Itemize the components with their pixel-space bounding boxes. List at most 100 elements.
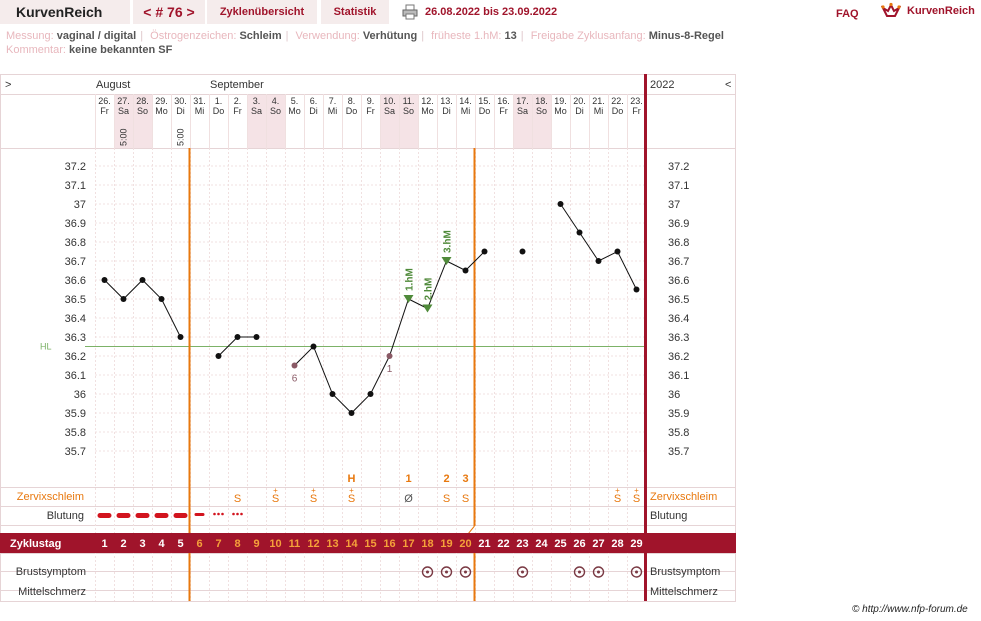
crown-logo-icon	[881, 2, 901, 17]
day-date: 29.	[155, 96, 168, 106]
day-weekday: Fr	[632, 106, 641, 116]
cycle-day-number: 19	[440, 538, 452, 550]
copyright: © http://www.nfp-forum.de	[852, 604, 968, 615]
cycle-day-number: 21	[478, 538, 490, 550]
bleeding-heavy	[135, 513, 150, 518]
weekend-column	[133, 94, 152, 148]
day-date: 26.	[98, 96, 111, 106]
zervix-plus: +	[273, 486, 278, 495]
temperature-point	[329, 391, 336, 397]
y-tick-left: 36.6	[65, 275, 86, 287]
bleeding-spotting	[236, 512, 239, 516]
y-tick-left: 36.9	[65, 218, 86, 230]
cycle-day-number: 10	[269, 538, 281, 550]
zervix-plus: +	[311, 486, 316, 495]
day-date: 21.	[592, 96, 605, 106]
brand-title[interactable]: KurvenReich	[0, 0, 130, 24]
prev-arrow[interactable]: >	[5, 79, 11, 91]
temperature-point	[253, 334, 260, 340]
cycle-day-number: 13	[326, 538, 338, 550]
y-tick-right: 36.3	[668, 332, 689, 344]
y-tick-left: 36.8	[65, 237, 86, 249]
day-date: 10.	[383, 96, 396, 106]
day-date: 28.	[136, 96, 149, 106]
day-weekday: Mi	[195, 106, 205, 116]
cycle-day-number: 18	[421, 538, 433, 550]
bleeding-heavy	[97, 513, 112, 518]
day-date: 7.	[329, 96, 337, 106]
measure-time: 5:00	[176, 128, 186, 146]
day-weekday: Do	[612, 106, 624, 116]
tab-statistics[interactable]: Statistik	[321, 0, 389, 24]
high-temp-marker	[422, 304, 433, 313]
fruehest-value: 13	[504, 30, 517, 42]
cycle-day-number: 15	[364, 538, 376, 550]
year-label: 2022	[650, 79, 674, 91]
day-weekday: Di	[575, 106, 584, 116]
zervix-entry: Ø	[404, 493, 413, 505]
y-tick-right: 36.5	[668, 294, 689, 306]
zervix-entry: S	[348, 493, 355, 505]
weekend-column	[513, 94, 532, 148]
day-date: 22.	[611, 96, 624, 106]
breast-symptom-icon	[521, 570, 524, 574]
cycle-day-number: 3	[139, 538, 145, 550]
day-weekday: Di	[442, 106, 451, 116]
cycle-day-number: 25	[554, 538, 566, 550]
day-date: 11.	[403, 96, 415, 106]
temperature-point	[215, 353, 222, 359]
y-tick-right: 36.7	[668, 256, 689, 268]
cycle-day-bar	[0, 533, 736, 553]
breast-symptom-icon	[578, 570, 581, 574]
temperature-point	[139, 277, 146, 283]
cycle-day-number: 26	[573, 538, 585, 550]
bleeding-heavy	[173, 513, 188, 518]
cycle-nav[interactable]: < # 76 >	[133, 0, 205, 24]
day-weekday: So	[137, 106, 148, 116]
next-arrow[interactable]: <	[725, 79, 731, 91]
oestrogen-value: Schleim	[239, 30, 282, 42]
zervix-entry: S	[272, 493, 279, 505]
temperature-point	[367, 391, 374, 397]
y-tick-left: 37	[74, 199, 86, 211]
y-tick-left: 35.7	[65, 446, 86, 458]
day-date: 15.	[478, 96, 491, 106]
cover-line-label: HL	[40, 342, 52, 352]
cycle-day-number: 12	[307, 538, 319, 550]
breast-symptom-icon	[426, 570, 429, 574]
day-date: 12.	[421, 96, 434, 106]
peak-marker: 1	[405, 473, 411, 485]
day-date: 23.	[630, 96, 643, 106]
bleeding-medium	[194, 513, 205, 516]
chart-frame	[0, 74, 736, 602]
day-date: 9.	[367, 96, 375, 106]
tab-cycle-overview[interactable]: Zyklenübersicht	[207, 0, 317, 24]
row-label-zervix-right: Zervixschleim	[650, 491, 717, 503]
day-weekday: Di	[176, 106, 185, 116]
day-date: 4.	[272, 96, 280, 106]
day-weekday: So	[270, 106, 281, 116]
zervix-plus: +	[615, 486, 620, 495]
row-label-mittel-right: Mittelschmerz	[650, 586, 718, 598]
weekend-column	[380, 94, 399, 148]
row-label-mittel: Mittelschmerz	[18, 586, 86, 598]
temperature-point	[462, 267, 469, 274]
day-date: 14.	[459, 96, 472, 106]
day-weekday: Mo	[421, 106, 434, 116]
row-label-zyklustag: Zyklustag	[10, 538, 61, 550]
temperature-point	[101, 277, 108, 283]
printer-icon[interactable]	[402, 4, 418, 20]
measure-time: 5:00	[119, 128, 129, 146]
cycle-day-number: 5	[177, 538, 183, 550]
zervix-plus: +	[349, 486, 354, 495]
zervix-entry: S	[633, 493, 640, 505]
cycle-day-number: 29	[630, 538, 642, 550]
logo-text[interactable]: KurvenReich	[907, 5, 975, 17]
day-date: 17.	[516, 96, 529, 106]
y-tick-right: 35.9	[668, 408, 689, 420]
high-temp-label: 2.hM	[424, 278, 435, 301]
cycle-day-number: 6	[196, 538, 202, 550]
faq-link[interactable]: FAQ	[836, 8, 859, 20]
meta-line-2: Kommentar: keine bekannten SF	[6, 44, 173, 56]
